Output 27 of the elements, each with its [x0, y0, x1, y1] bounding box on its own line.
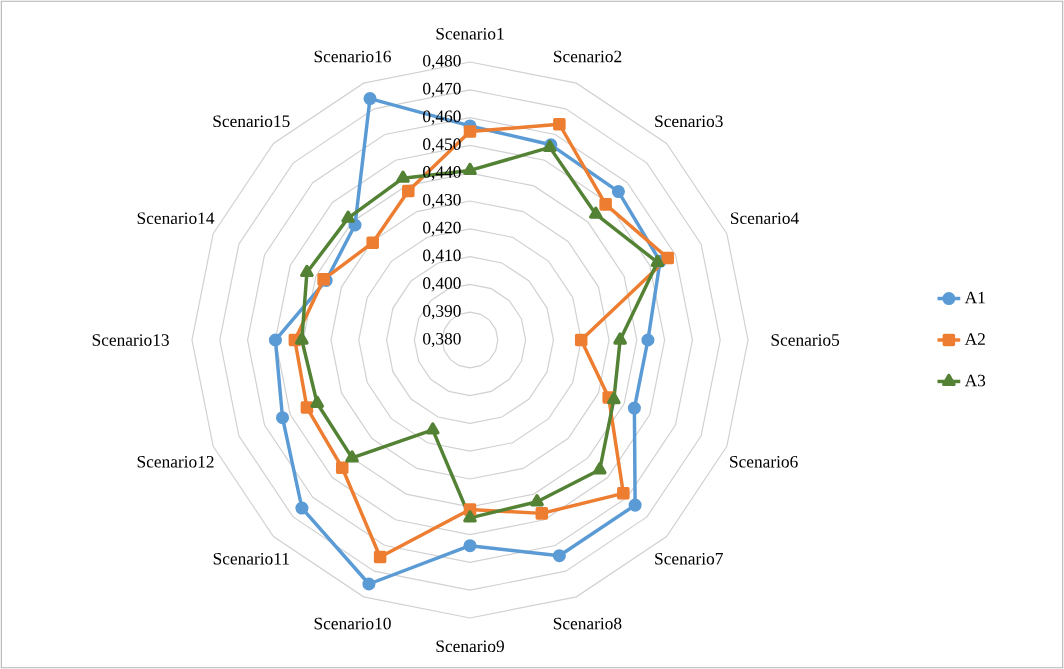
legend-label: A2	[964, 333, 985, 345]
spoke-label: Scenario9	[436, 640, 504, 653]
y-tick-label: 0,420	[423, 221, 461, 236]
spoke-label: Scenario11	[213, 552, 289, 565]
legend-label: A3	[964, 374, 986, 387]
spoke-label: Scenario5	[771, 334, 840, 346]
spoke-label: Scenario13	[92, 334, 169, 346]
spoke-label: Scenario12	[137, 455, 214, 468]
y-tick-label: 0,430	[423, 193, 461, 209]
spoke-label: Scenario4	[730, 212, 799, 225]
spoke-label: Scenario8	[553, 617, 622, 630]
spoke-label: Scenario10	[314, 617, 391, 630]
y-tick-label: 0,400	[423, 277, 461, 292]
spoke-label: Scenario7	[655, 552, 723, 565]
spoke-label: Scenario16	[314, 50, 391, 63]
spoke-label: Scenario1	[436, 27, 504, 40]
y-tick-label: 0,470	[423, 82, 461, 97]
y-tick-label: 0,380	[423, 332, 461, 348]
spoke-label: Scenario6	[730, 455, 798, 468]
legend-label: A1	[964, 291, 985, 304]
spoke-label: Scenario15	[213, 115, 290, 128]
y-tick-label: 0,410	[423, 249, 461, 264]
y-tick-label: 0,480	[423, 54, 461, 70]
spoke-label: Scenario14	[137, 212, 215, 225]
y-tick-label: 0,390	[423, 305, 461, 320]
spoke-label: Scenario2	[554, 50, 622, 63]
spoke-label: Scenario3	[655, 115, 723, 128]
